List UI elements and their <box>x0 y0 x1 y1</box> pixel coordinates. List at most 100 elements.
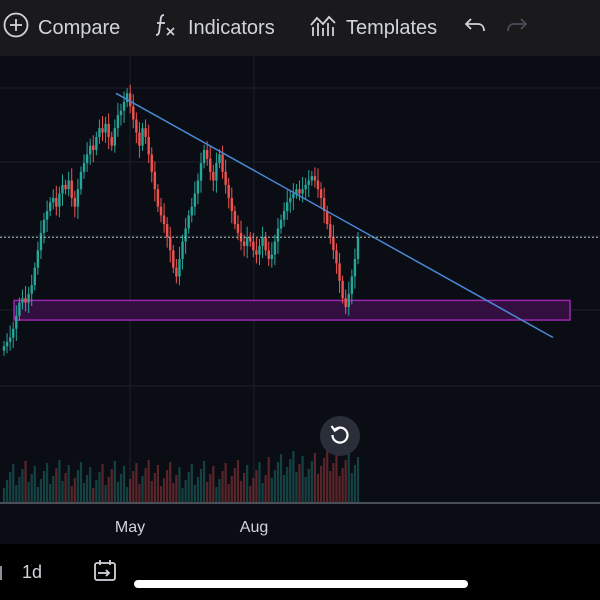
volume-bar <box>301 456 304 502</box>
volume-bar <box>295 472 298 502</box>
volume-bar <box>18 477 21 502</box>
candle-body <box>190 206 193 216</box>
trendline <box>115 92 554 339</box>
candlestick-chart[interactable]: May Aug <box>0 56 600 544</box>
go-to-date-button[interactable] <box>92 558 118 589</box>
volume-bar <box>126 487 129 502</box>
volume-bar <box>236 460 240 502</box>
candle-body <box>5 341 9 347</box>
volume-bar <box>264 475 267 502</box>
candle-body <box>322 197 326 212</box>
templates-label: Templates <box>346 16 438 39</box>
reset-chart-button[interactable] <box>320 416 360 456</box>
volume-bar <box>150 481 153 502</box>
volume-bar <box>2 488 6 502</box>
plus-circle-icon <box>2 11 30 45</box>
volume-bar <box>239 481 243 502</box>
candle-body <box>156 189 160 207</box>
candle-body <box>125 93 129 103</box>
volume-bar <box>21 469 24 502</box>
templates-button[interactable]: Templates <box>308 0 437 56</box>
volume-bar <box>101 464 104 502</box>
candle-body <box>347 293 350 307</box>
volume-bar <box>298 464 301 502</box>
volume-bar <box>350 473 353 502</box>
volume-bar <box>5 480 9 502</box>
candle-body <box>12 328 15 338</box>
candle-body <box>98 128 101 137</box>
candle-body <box>205 150 209 159</box>
interval-divider <box>0 566 2 580</box>
volume-bar <box>169 462 172 502</box>
volume-bar <box>33 466 36 502</box>
candle-body <box>353 259 357 277</box>
volume-bar <box>147 460 150 502</box>
volume-bar <box>9 472 12 502</box>
volume-bar <box>184 480 187 502</box>
volume-bar <box>129 479 132 502</box>
volume-bar <box>73 478 76 502</box>
candle-body <box>162 215 166 225</box>
volume-bar <box>307 469 310 502</box>
volume-bar <box>107 477 110 502</box>
volume-bar <box>79 462 83 502</box>
candle-body <box>18 302 21 316</box>
candle-body <box>292 193 295 198</box>
candle-body <box>30 285 33 294</box>
candle-body <box>55 197 58 207</box>
candle-body <box>82 163 86 172</box>
candle-body <box>252 241 255 251</box>
compare-button[interactable]: Compare <box>2 0 120 56</box>
volume-bar <box>224 463 227 502</box>
volume-bar <box>212 466 215 502</box>
candle-body <box>85 154 89 164</box>
volume-bar <box>310 461 313 502</box>
candle-body <box>236 224 240 233</box>
candle-body <box>261 237 264 246</box>
candle-body <box>307 180 310 185</box>
candle-body <box>209 158 212 172</box>
volume-bar <box>218 479 221 502</box>
volume-bar <box>356 457 360 502</box>
volume-bar <box>246 465 249 502</box>
volume-bar <box>119 474 123 502</box>
volume-bar <box>326 450 329 502</box>
candle-body <box>116 115 120 129</box>
volume-bar <box>227 484 230 502</box>
interval-button[interactable]: 1d <box>22 562 42 583</box>
redo-button[interactable] <box>504 0 530 56</box>
candle-body <box>227 184 230 198</box>
candle-body <box>218 154 221 164</box>
indicators-button[interactable]: Indicators <box>152 0 275 56</box>
volume-bar <box>304 477 307 502</box>
candle-body <box>73 197 76 207</box>
candle-body <box>202 150 206 164</box>
volume-bar <box>166 470 169 502</box>
redo-icon <box>504 12 530 44</box>
volume-bar <box>258 462 261 502</box>
volume-bar <box>255 470 258 502</box>
candle-body <box>224 171 227 185</box>
candle-body <box>92 145 95 150</box>
candle-body <box>344 298 347 307</box>
volume-bar <box>70 486 73 502</box>
candle-body <box>122 102 126 111</box>
volume-bar <box>52 476 55 502</box>
chart-area[interactable]: May Aug <box>0 56 600 544</box>
volume-bar <box>270 478 273 502</box>
candle-body <box>341 280 344 299</box>
undo-button[interactable] <box>462 0 488 56</box>
candle-body <box>138 132 141 146</box>
candle-body <box>144 128 147 137</box>
volume-bar <box>267 457 270 502</box>
candle-body <box>230 197 233 212</box>
volume-bar <box>12 464 15 502</box>
candle-body <box>196 180 200 194</box>
reset-icon <box>328 422 352 451</box>
volume-bar <box>156 465 160 502</box>
volume-bar <box>138 484 141 502</box>
volume-bar <box>196 477 200 502</box>
candle-body <box>95 136 98 150</box>
volume-bar <box>190 464 193 502</box>
candle-body <box>15 315 18 329</box>
